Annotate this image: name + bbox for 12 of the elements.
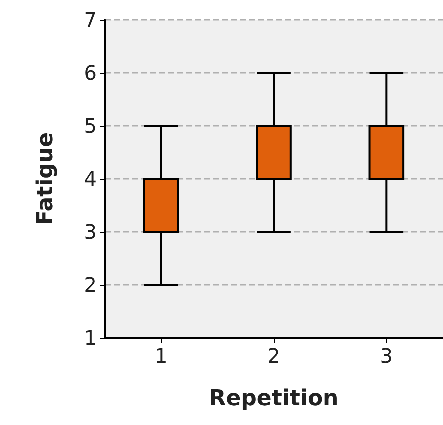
x-axis-title: Repetition bbox=[209, 386, 339, 412]
x-tick-label: 2 bbox=[268, 344, 280, 368]
y-tick-label: 6 bbox=[84, 61, 97, 85]
y-tick-label: 2 bbox=[84, 273, 97, 297]
x-tick-label: 3 bbox=[380, 344, 394, 368]
y-tick-label: 1 bbox=[84, 326, 97, 350]
x-tick-label: 1 bbox=[154, 344, 168, 368]
y-tick-label: 5 bbox=[84, 114, 97, 138]
y-tick-label: 7 bbox=[84, 8, 97, 32]
y-tick-label: 3 bbox=[84, 220, 97, 244]
y-tick-label: 4 bbox=[84, 167, 97, 191]
y-axis-title: Fatigue bbox=[34, 132, 58, 226]
